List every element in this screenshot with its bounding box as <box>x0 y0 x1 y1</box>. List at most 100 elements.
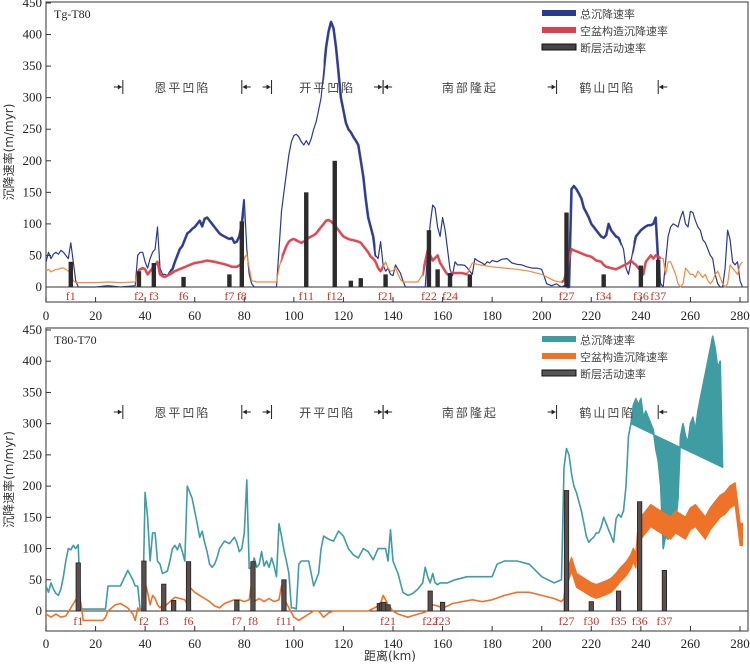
legend-label: 空盆构造沉降速率 <box>580 24 668 38</box>
arrow-head-icon <box>384 84 389 90</box>
fault-label: f11 <box>298 289 314 303</box>
fault-bar <box>427 590 433 612</box>
fault-label: f3 <box>159 614 169 628</box>
fault-bar <box>638 265 644 287</box>
x-tick-label: 180 <box>482 636 502 651</box>
y-tick-label: 250 <box>23 447 43 462</box>
fault-label: f2 <box>134 289 144 303</box>
y-tick-label: 0 <box>36 279 43 294</box>
fault-bar <box>383 274 388 287</box>
fault-label: f1 <box>73 614 83 628</box>
plot-area <box>46 335 743 622</box>
fault-bar <box>304 192 309 287</box>
fault-label: f21 <box>378 289 394 303</box>
y-tick-label: 100 <box>23 216 43 231</box>
fault-bar <box>656 259 661 287</box>
legend-label: 总沉降速率 <box>580 7 635 21</box>
x-tick-label: 0 <box>43 308 50 323</box>
fault-label: f27 <box>559 614 575 628</box>
arrow-head-icon <box>266 84 271 90</box>
legend-swatch <box>542 336 576 342</box>
fault-bar <box>601 274 606 287</box>
fault-label: f35 <box>611 614 627 628</box>
x-tick-label: 240 <box>631 308 651 323</box>
fault-bar <box>161 583 167 612</box>
fault-label: f34 <box>596 289 612 303</box>
fault-label: f8 <box>237 289 247 303</box>
series-line-tectonic <box>137 218 661 289</box>
region-label: 南部隆起 <box>442 80 498 95</box>
series-band-total <box>630 336 724 549</box>
fault-bar <box>171 599 177 612</box>
region-label: 鹤山凹陷 <box>579 80 635 95</box>
legend-label: 空盆构造沉降速率 <box>580 350 668 364</box>
y-tick-label: 0 <box>36 603 43 618</box>
plot-frame <box>45 1 749 303</box>
fault-bar <box>348 280 354 287</box>
x-tick-label: 0 <box>43 636 50 651</box>
y-tick-label: 300 <box>23 90 43 105</box>
fault-bar <box>588 601 594 612</box>
legend-label: 断层活动速率 <box>580 367 646 381</box>
x-tick-label: 160 <box>433 636 453 651</box>
arrow-head-icon <box>378 409 383 415</box>
series-line-total <box>169 20 661 289</box>
legend-swatch <box>542 27 576 33</box>
fault-bar <box>661 570 668 612</box>
fault-bar <box>637 501 643 612</box>
fault-label: f24 <box>442 289 458 303</box>
y-tick-label: 400 <box>23 353 43 368</box>
series-line-total-thin <box>46 21 744 288</box>
arrow-head-icon <box>378 84 383 90</box>
fault-bar <box>151 263 157 287</box>
region-label: 南部隆起 <box>442 405 498 420</box>
legend-swatch <box>541 43 577 51</box>
fault-label: f6 <box>184 614 194 628</box>
fault-label: f36 <box>632 614 648 628</box>
fault-bar <box>185 561 192 612</box>
y-tick-label: 400 <box>23 27 43 42</box>
x-tick-label: 220 <box>582 308 602 323</box>
fault-bar <box>615 590 622 612</box>
x-tick-label: 160 <box>433 308 453 323</box>
fault-bar <box>563 490 570 612</box>
x-tick-label: 60 <box>188 636 201 651</box>
fault-label: f12 <box>327 289 343 303</box>
region-label: 恩平凹陷 <box>154 405 210 420</box>
y-tick-label: 450 <box>23 0 43 10</box>
fault-label: f8 <box>248 614 258 628</box>
fault-bar <box>227 274 232 287</box>
x-tick-label: 280 <box>730 636 750 651</box>
fault-bar <box>439 601 446 612</box>
arrow-head-icon <box>266 409 271 415</box>
panel-label: Tg-T80 <box>54 7 91 21</box>
x-tick-label: 140 <box>383 636 403 651</box>
x-tick-label: 120 <box>334 308 354 323</box>
fault-label: f30 <box>583 614 599 628</box>
fault-label: f36 <box>633 289 649 303</box>
series-band-tectonic <box>563 482 743 613</box>
y-tick-label: 150 <box>23 509 43 524</box>
x-tick-label: 200 <box>532 636 552 651</box>
x-tick-label: 240 <box>631 636 651 651</box>
fault-bar <box>435 269 440 287</box>
x-tick-label: 100 <box>284 308 304 323</box>
fault-label: f7 <box>232 614 242 628</box>
fault-label: f11 <box>276 614 292 628</box>
fault-label: f22 <box>422 614 438 628</box>
fault-bar <box>467 274 473 287</box>
fault-bar <box>564 212 569 287</box>
arrow-head-icon <box>551 84 556 90</box>
y-tick-label: 100 <box>23 541 43 556</box>
x-tick-label: 180 <box>482 308 502 323</box>
y-tick-label: 200 <box>23 153 43 168</box>
fault-bar <box>447 273 453 287</box>
fault-bar <box>68 261 73 287</box>
region-label: 开平凹陷 <box>299 405 355 420</box>
legend-swatch <box>541 369 577 377</box>
fault-bar <box>381 601 387 612</box>
fault-bar <box>426 230 432 287</box>
fault-bar <box>136 271 142 287</box>
x-tick-label: 20 <box>89 636 102 651</box>
